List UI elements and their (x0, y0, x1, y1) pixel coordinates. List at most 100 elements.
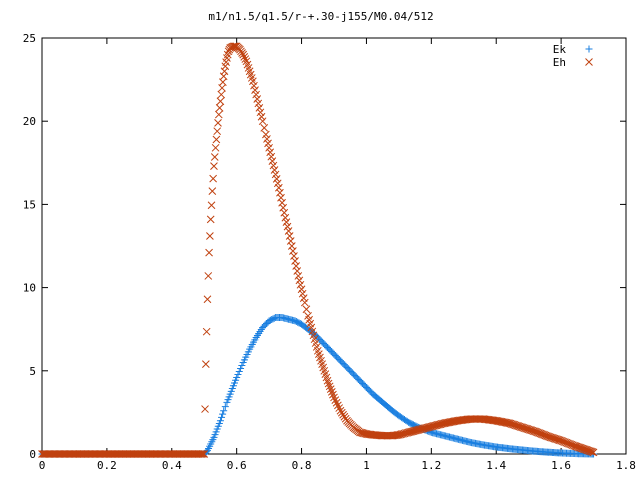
data-point-eh (197, 450, 206, 458)
data-point-eh (284, 227, 293, 235)
data-point-eh (270, 166, 279, 174)
axes: 0 0.2 0.4 0.6 0.8 1 1.2 1.4 1.6 1.8 0 5 10 15 20 25 (23, 32, 636, 472)
data-point-eh (539, 430, 547, 439)
data-point-eh (204, 272, 213, 280)
data-point-eh (256, 108, 265, 117)
data-point-eh (587, 447, 595, 456)
data-point-eh (211, 143, 220, 152)
x-tick-label: 0.4 (162, 459, 182, 472)
data-point-eh (278, 198, 286, 207)
data-point-ek (219, 410, 227, 418)
data-point-eh (205, 248, 213, 257)
data-point-eh (202, 327, 211, 336)
data-point-ek (216, 417, 224, 425)
data-point-eh (283, 222, 292, 231)
data-point-ek (218, 413, 226, 421)
data-point-ek (237, 364, 245, 372)
data-point-eh (203, 295, 212, 304)
x-tick-label: 1.2 (421, 459, 441, 472)
data-point-eh (297, 285, 306, 294)
data-point-ek (235, 367, 243, 375)
data-point-eh (249, 77, 257, 86)
legend-marker-ek (585, 45, 593, 53)
data-point-eh (206, 232, 214, 240)
data-point-eh (251, 86, 259, 94)
data-point-eh (531, 427, 540, 436)
data-point-eh (210, 153, 219, 161)
data-point-eh (332, 398, 341, 407)
data-point-eh (208, 187, 217, 195)
data-point-eh (207, 201, 216, 210)
data-point-eh (559, 437, 568, 446)
data-point-eh (296, 280, 305, 289)
data-point-eh (298, 289, 307, 298)
data-point-eh (285, 232, 294, 240)
data-point-eh (239, 50, 248, 59)
data-point-ek (233, 373, 241, 381)
data-point-eh (277, 193, 285, 202)
data-point-eh (279, 203, 288, 212)
data-point-eh (293, 267, 302, 275)
data-point-eh (214, 119, 222, 127)
x-tick-label: 0.6 (227, 459, 247, 472)
data-point-eh (213, 127, 222, 136)
data-point-eh (533, 428, 542, 437)
data-point-eh (265, 143, 273, 152)
data-point-eh (269, 161, 278, 170)
x-tick-label: 1 (363, 459, 370, 472)
data-point-eh (264, 139, 272, 148)
data-point-eh (214, 110, 223, 119)
chart-title: m1/n1.5/q1.5/r-+.30-j155/M0.04/512 (208, 10, 433, 23)
data-point-eh (294, 272, 303, 280)
data-point-eh (295, 276, 304, 285)
x-tick-label: 0.8 (292, 459, 312, 472)
data-point-eh (323, 376, 332, 385)
data-point-eh (257, 112, 266, 121)
data-point-eh (252, 90, 260, 99)
series-layer (38, 42, 598, 458)
data-point-eh (210, 162, 218, 170)
data-point-eh (255, 104, 264, 112)
data-point-eh (282, 218, 291, 227)
y-tick-label: 5 (29, 365, 36, 378)
data-point-eh (566, 440, 575, 449)
data-point-eh (299, 294, 308, 302)
data-point-eh (558, 437, 567, 446)
data-point-eh (281, 213, 290, 222)
legend-label-eh: Eh (553, 56, 566, 69)
data-point-eh (241, 55, 250, 63)
data-point-eh (286, 237, 295, 245)
data-point-eh (219, 72, 228, 81)
data-point-eh (325, 382, 334, 391)
data-point-eh (240, 53, 249, 61)
data-point-eh (329, 390, 337, 399)
data-point-eh (540, 431, 549, 439)
data-point-eh (254, 99, 263, 108)
data-point-eh (220, 67, 229, 76)
data-point-eh (300, 298, 309, 307)
data-point-eh (216, 97, 225, 106)
data-point-eh (287, 242, 296, 250)
data-point-eh (250, 81, 258, 90)
x-tick-label: 0 (39, 459, 46, 472)
data-point-eh (561, 438, 569, 447)
data-point-eh (536, 429, 545, 438)
data-point-eh (201, 405, 209, 413)
data-point-eh (562, 438, 571, 447)
data-point-eh (267, 152, 276, 161)
x-tick-label: 0.2 (97, 459, 117, 472)
data-point-ek (238, 361, 246, 369)
y-tick-label: 15 (23, 198, 36, 211)
data-point-eh (266, 148, 275, 157)
data-point-eh (209, 174, 217, 183)
data-point-eh (326, 385, 335, 393)
data-point-ek (220, 407, 228, 415)
data-point-eh (229, 42, 238, 51)
data-point-eh (276, 188, 284, 197)
data-point-eh (588, 448, 597, 456)
legend-marker-eh (585, 58, 593, 66)
data-point-eh (537, 430, 546, 438)
data-point-eh (273, 179, 282, 188)
data-point-eh (535, 429, 543, 437)
